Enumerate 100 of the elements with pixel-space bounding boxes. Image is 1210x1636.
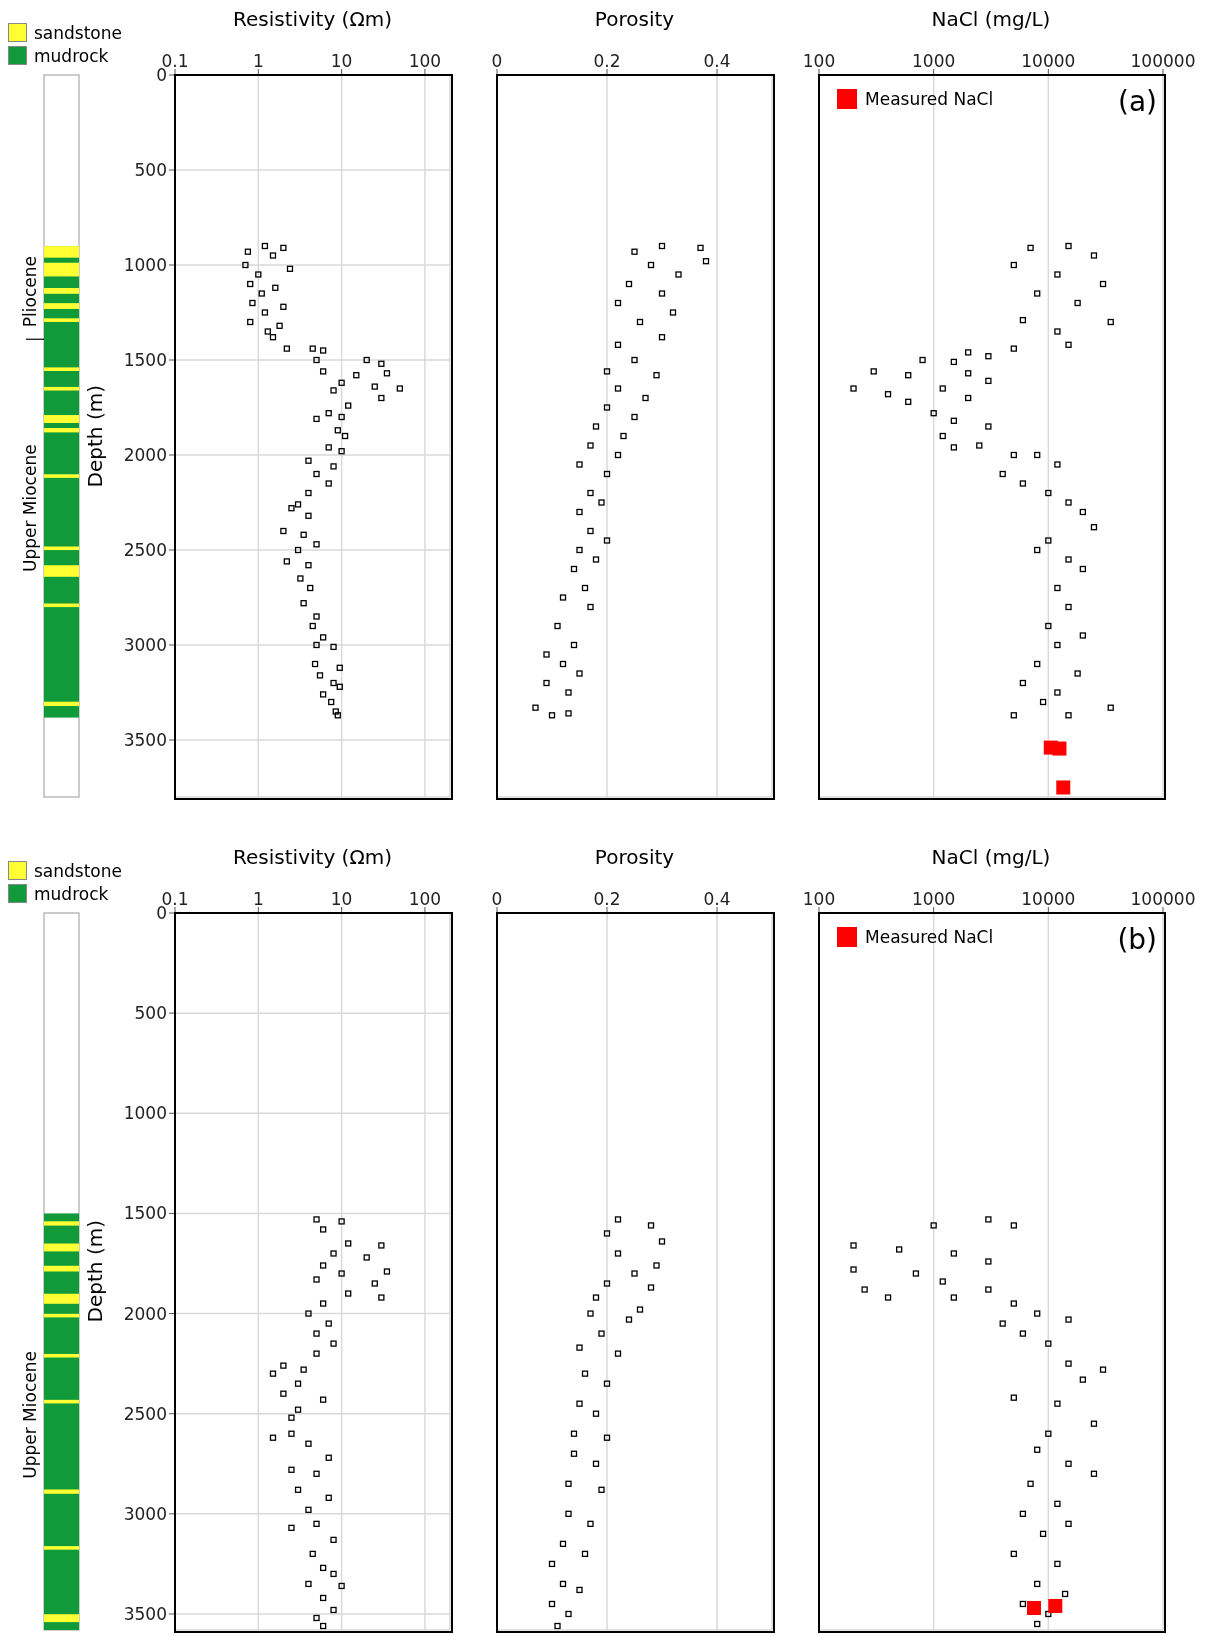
point <box>625 280 633 288</box>
x-axis-title: Resistivity (Ωm) <box>232 7 393 31</box>
x-tick-label: 1 <box>252 889 264 909</box>
x-tick-label: 100000 <box>1130 889 1196 909</box>
point <box>658 290 666 297</box>
point <box>543 651 550 658</box>
x-tick-label: 10000 <box>1021 889 1076 909</box>
point <box>614 299 622 307</box>
point <box>603 1280 611 1287</box>
x-tick-label: 0.4 <box>703 51 731 71</box>
point <box>570 1450 578 1457</box>
x-tick-label: 0.2 <box>593 889 621 909</box>
legend-label: mudrock <box>34 45 109 66</box>
point <box>603 1380 611 1387</box>
point <box>592 423 600 430</box>
point <box>581 1550 589 1558</box>
point <box>543 679 550 687</box>
x-axis-title: Porosity <box>593 845 676 869</box>
point <box>587 1310 594 1317</box>
point <box>658 334 666 341</box>
x-tick-label: 1 <box>252 51 264 71</box>
point <box>576 1344 583 1351</box>
point <box>559 1540 567 1548</box>
y-axis-title: Depth (m) <box>83 384 107 488</box>
point <box>592 556 600 563</box>
x-tick-label: 10000 <box>1021 51 1076 71</box>
point <box>675 271 682 278</box>
point <box>570 565 578 573</box>
y-tick-label: 500 <box>134 160 167 181</box>
x-tick-label: 0.4 <box>703 889 731 909</box>
point <box>636 1306 644 1313</box>
point <box>559 660 567 668</box>
point <box>603 368 611 375</box>
point <box>631 356 638 364</box>
x-tick-label: 10 <box>330 51 353 71</box>
point <box>620 432 627 440</box>
point <box>614 1250 622 1257</box>
point <box>559 594 567 601</box>
x-tick-label: 100 <box>408 889 442 909</box>
y-axis-title: Depth (m) <box>83 1220 107 1323</box>
x-axis-title: NaCl (mg/L) <box>930 845 1052 869</box>
y-tick-label: 1500 <box>123 1203 167 1224</box>
x-tick-label: 0.2 <box>593 51 621 71</box>
point <box>576 508 583 516</box>
text: Pliocene <box>20 256 40 328</box>
point <box>603 404 611 411</box>
point <box>631 1270 638 1277</box>
point <box>598 1330 605 1337</box>
point <box>576 1586 583 1594</box>
point <box>603 537 611 544</box>
point <box>570 641 578 649</box>
y-tick-label: 1000 <box>123 1103 167 1124</box>
point <box>653 372 660 379</box>
point <box>653 1262 660 1269</box>
legend-label: Measured NaCl <box>865 927 994 947</box>
point <box>548 1560 556 1568</box>
point <box>631 248 638 255</box>
point <box>598 499 605 506</box>
y-tick-label: 3500 <box>123 1604 167 1625</box>
point <box>614 385 622 392</box>
point <box>587 442 594 449</box>
legend-label: sandstone <box>34 860 122 881</box>
legend-label: Measured NaCl <box>865 89 994 109</box>
point <box>548 712 556 719</box>
point <box>614 341 622 348</box>
x-tick-label: 1000 <box>912 889 956 909</box>
point <box>565 689 572 696</box>
point <box>636 318 644 326</box>
point <box>603 1434 611 1441</box>
point <box>697 244 704 252</box>
y-tick-label: 3500 <box>123 730 167 751</box>
point <box>647 1284 655 1291</box>
point <box>581 584 589 592</box>
x-tick-label: 100 <box>802 889 836 909</box>
point <box>642 394 649 402</box>
y-tick-label: 3000 <box>123 1503 167 1524</box>
point <box>565 1480 572 1487</box>
text: Upper Miocene <box>20 1351 40 1479</box>
point <box>647 1222 655 1229</box>
point <box>658 1238 666 1245</box>
x-tick-label: 1000 <box>912 51 956 71</box>
point <box>592 1410 600 1417</box>
y-tick-label: 2500 <box>123 540 167 561</box>
point <box>614 1350 622 1357</box>
x-tick-label: 100 <box>408 51 442 71</box>
x-axis-title: NaCl (mg/L) <box>930 7 1052 31</box>
point <box>702 258 710 265</box>
point <box>625 1316 633 1323</box>
annotation: (b) <box>1117 923 1157 956</box>
point <box>565 1610 572 1618</box>
point <box>548 1600 556 1608</box>
point <box>631 413 638 421</box>
point <box>554 622 561 630</box>
point <box>598 1486 605 1493</box>
x-tick-label: 0 <box>491 51 503 71</box>
y-tick-label: 2000 <box>123 1303 167 1324</box>
point <box>565 710 572 717</box>
point <box>532 704 539 711</box>
point <box>587 603 594 611</box>
legend-label: mudrock <box>34 883 109 904</box>
